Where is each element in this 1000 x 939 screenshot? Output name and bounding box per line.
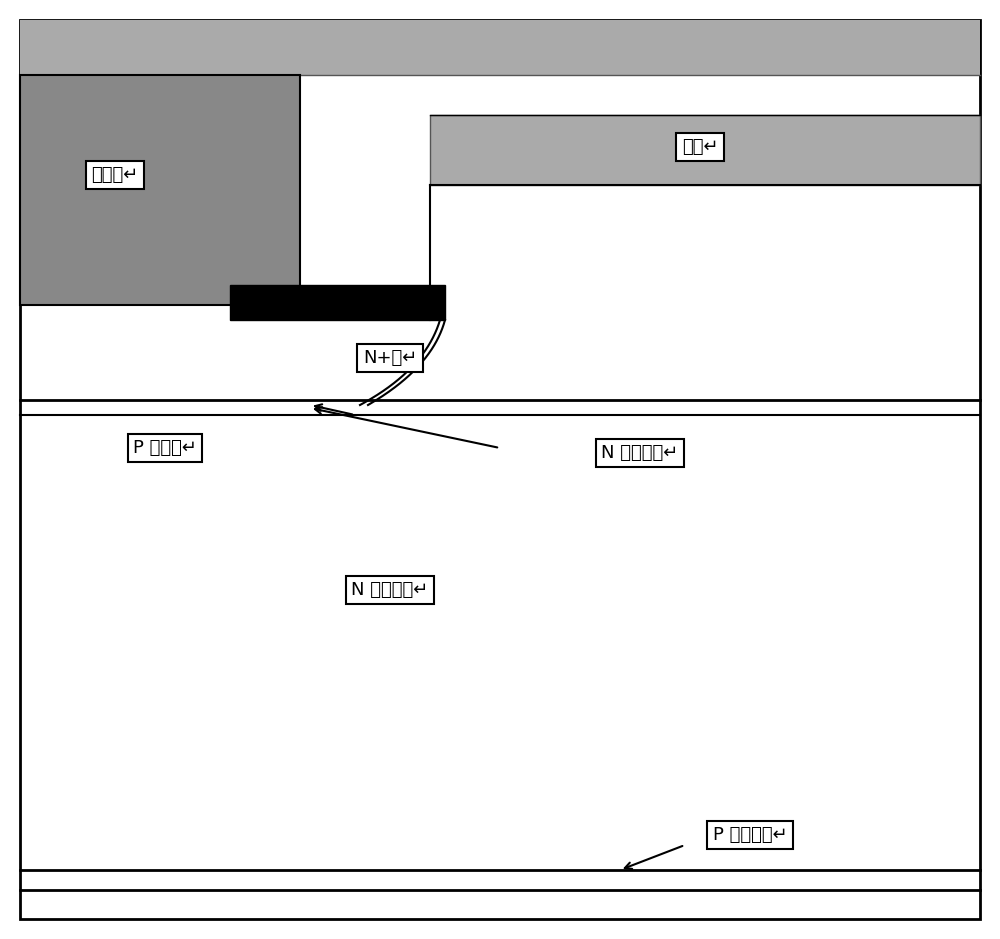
Bar — [20, 20, 980, 75]
Text: N 型漂移区↵: N 型漂移区↵ — [351, 581, 429, 599]
Bar — [20, 75, 300, 305]
Text: 栊极↵: 栊极↵ — [682, 138, 718, 156]
Text: P 型集电区↵: P 型集电区↵ — [713, 826, 787, 844]
Text: N+区↵: N+区↵ — [363, 349, 417, 367]
Text: 发射极↵: 发射极↵ — [91, 166, 139, 184]
Bar — [430, 115, 980, 185]
Text: N 型增强层↵: N 型增强层↵ — [601, 444, 679, 462]
Text: P 型体区↵: P 型体区↵ — [133, 439, 197, 457]
Bar — [230, 285, 445, 320]
